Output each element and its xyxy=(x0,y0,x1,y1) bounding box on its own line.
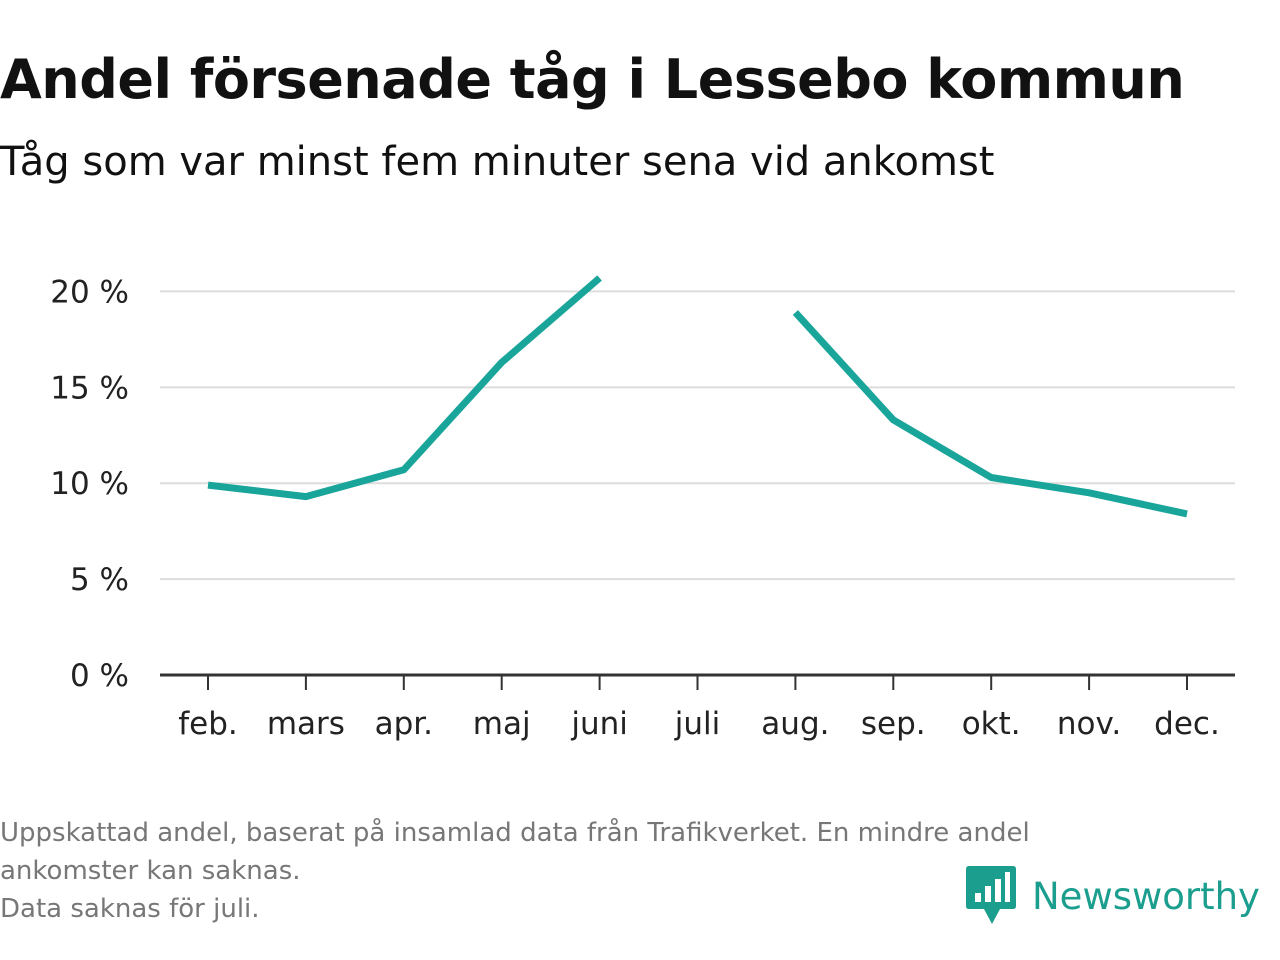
x-axis-tick-labels: feb. mars apr. maj juni juli aug. sep. okt. nov. d… xyxy=(178,706,1220,742)
series-line xyxy=(792,310,1188,518)
x-tick-label: dec. xyxy=(1154,706,1220,742)
x-tick-label: nov. xyxy=(1057,706,1121,742)
x-tick-label: mars xyxy=(267,706,345,742)
x-tick-label: maj xyxy=(473,706,531,742)
series-lines xyxy=(207,275,1188,518)
y-axis-tick-labels: 0 % 5 % 10 % 15 % 20 % xyxy=(50,274,129,694)
line-chart: 0 % 5 % 10 % 15 % 20 % feb. mars apr. maj juni ju… xyxy=(50,274,1235,742)
footnote-line: Uppskattad andel, baserat på insamlad da… xyxy=(0,818,1030,848)
chart-title: Andel försenade tåg i Lessebo kommun xyxy=(0,48,1185,111)
y-tick-label: 10 % xyxy=(50,466,129,502)
x-axis xyxy=(160,673,1235,690)
chart-subtitle: Tåg som var minst fem minuter sena vid a… xyxy=(0,139,995,185)
x-tick-label: juli xyxy=(674,706,721,742)
brand-name: Newsworthy xyxy=(1032,874,1260,918)
y-tick-label: 5 % xyxy=(70,562,129,598)
footnote-line: ankomster kan saknas. xyxy=(0,856,301,886)
x-tick-label: juni xyxy=(570,706,628,742)
y-tick-label: 20 % xyxy=(50,274,129,310)
y-tick-label: 15 % xyxy=(50,370,129,406)
series-line xyxy=(207,275,602,501)
newsworthy-logo-icon xyxy=(966,866,1016,924)
footnote: Uppskattad andel, baserat på insamlad da… xyxy=(0,814,1275,928)
x-tick-label: apr. xyxy=(375,706,433,742)
x-tick-label: okt. xyxy=(962,706,1021,742)
gridlines xyxy=(160,290,1235,581)
x-tick-label: feb. xyxy=(178,706,238,742)
newsworthy-logo: Newsworthy xyxy=(966,866,1260,926)
y-tick-label: 0 % xyxy=(70,658,129,694)
x-tick-label: sep. xyxy=(861,706,926,742)
footnote-line: Data saknas för juli. xyxy=(0,894,260,924)
x-tick-label: aug. xyxy=(761,706,829,742)
